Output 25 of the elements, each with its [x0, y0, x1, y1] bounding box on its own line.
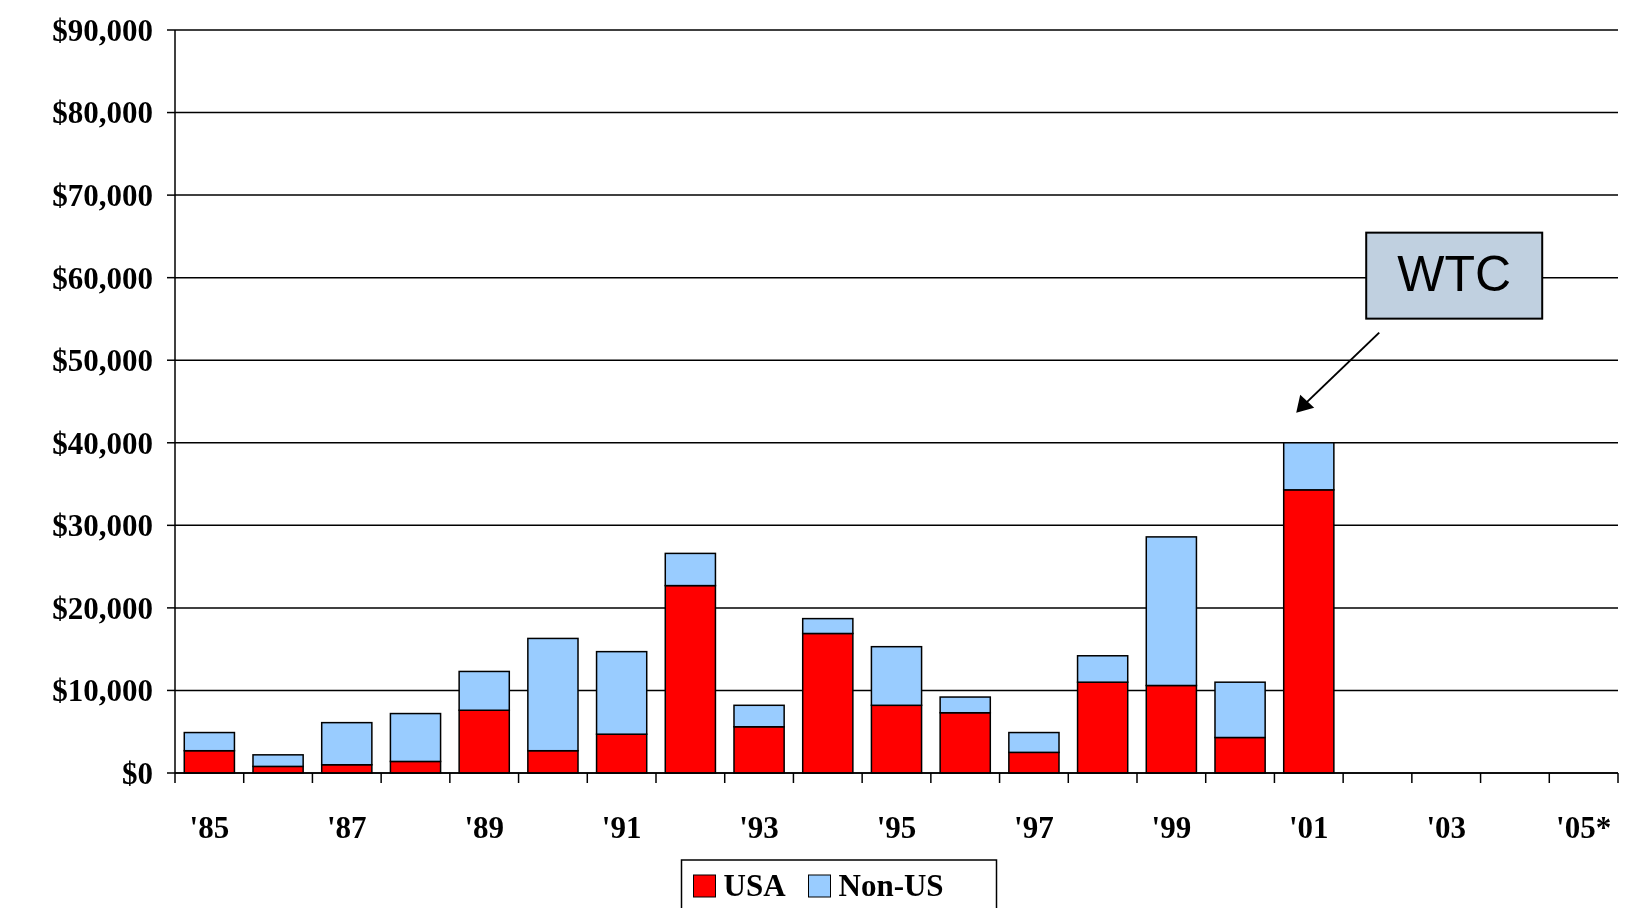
- y-tick-label: $60,000: [52, 260, 153, 296]
- y-tick-label: $0: [122, 755, 153, 791]
- annotation: WTC: [1397, 245, 1512, 302]
- x-tick-label: '05*: [1556, 810, 1612, 845]
- y-tick-label: $40,000: [52, 425, 153, 461]
- y-tick-label: $10,000: [52, 673, 153, 709]
- x-tick-label: '01: [1288, 810, 1329, 845]
- x-tick-label: '99: [1151, 810, 1192, 845]
- x-tick-label: '97: [1014, 810, 1054, 845]
- bar: [252, 754, 304, 768]
- x-tick-label: '93: [739, 810, 779, 845]
- x-tick-label: '89: [464, 810, 505, 845]
- x-tick-label: '85: [189, 810, 230, 845]
- x-tick-label: '95: [876, 810, 917, 845]
- x-tick-label: '91: [601, 810, 642, 845]
- x-tick-label: '87: [326, 810, 367, 845]
- y-tick-label: $80,000: [52, 95, 153, 131]
- y-tick-label: $70,000: [52, 177, 153, 213]
- x-tick-label: '03: [1426, 810, 1467, 845]
- y-tick-label: $30,000: [52, 508, 153, 544]
- y-tick-label: $50,000: [52, 343, 153, 379]
- y-tick-label: $20,000: [52, 590, 153, 626]
- y-tick-label: $90,000: [52, 12, 153, 48]
- legend-label: Non-US: [838, 868, 944, 903]
- legend-label: USA: [723, 868, 787, 903]
